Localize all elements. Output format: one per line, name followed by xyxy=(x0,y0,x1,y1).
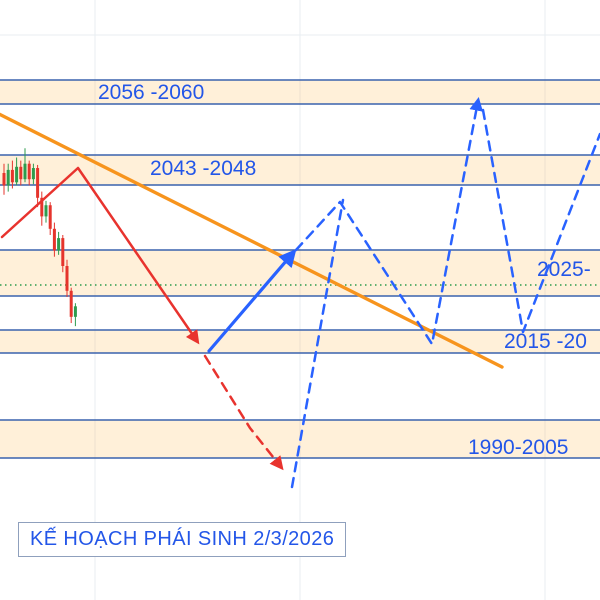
impulse-down-arrow[interactable] xyxy=(0,166,200,345)
candle-body xyxy=(69,290,73,317)
candlesticks xyxy=(2,148,77,327)
arrow-annotations xyxy=(0,96,600,489)
price-zone xyxy=(0,80,600,104)
candle-body xyxy=(61,238,65,266)
candle-body xyxy=(65,266,69,291)
candle-body xyxy=(40,197,44,217)
plan-title: KẾ HOẠCH PHÁI SINH 2/3/2026 xyxy=(30,528,335,550)
candle-body xyxy=(31,168,35,180)
candle-body xyxy=(57,238,61,251)
plan-title-box[interactable]: KẾ HOẠCH PHÁI SINH 2/3/2026 xyxy=(18,522,347,557)
continuation-path[interactable] xyxy=(481,108,600,334)
candle-body xyxy=(2,173,6,186)
bounce-up-arrow[interactable] xyxy=(207,248,297,353)
candle-body xyxy=(44,205,48,217)
zone-label[interactable]: 2015 -20 xyxy=(504,330,587,353)
candle-body xyxy=(15,166,19,183)
zone-label[interactable]: 1990-2005 xyxy=(468,436,569,459)
price-zone xyxy=(0,330,600,353)
candle-body xyxy=(23,163,27,180)
candle-body xyxy=(27,163,31,180)
zone-label[interactable]: 2056 -2060 xyxy=(98,81,205,104)
recovery-path[interactable] xyxy=(290,198,345,489)
projected-drop-arrow[interactable] xyxy=(203,354,284,471)
candle-body xyxy=(6,169,10,186)
price-zones xyxy=(0,80,600,458)
downtrend-line xyxy=(0,112,504,369)
trendline[interactable] xyxy=(0,112,504,369)
zone-label[interactable]: 2025- xyxy=(537,258,591,281)
scenario-zigzag-arrow[interactable] xyxy=(294,96,483,346)
candle-body xyxy=(10,169,14,183)
price-zone xyxy=(0,155,600,185)
candle-body xyxy=(36,168,40,198)
candle-body xyxy=(73,306,77,317)
candle-body xyxy=(52,228,56,251)
price-zone xyxy=(0,250,600,296)
zone-boundary-lines xyxy=(0,79,600,459)
candle-body xyxy=(48,205,52,229)
zone-label[interactable]: 2043 -2048 xyxy=(150,157,257,180)
candle-body xyxy=(19,166,23,180)
